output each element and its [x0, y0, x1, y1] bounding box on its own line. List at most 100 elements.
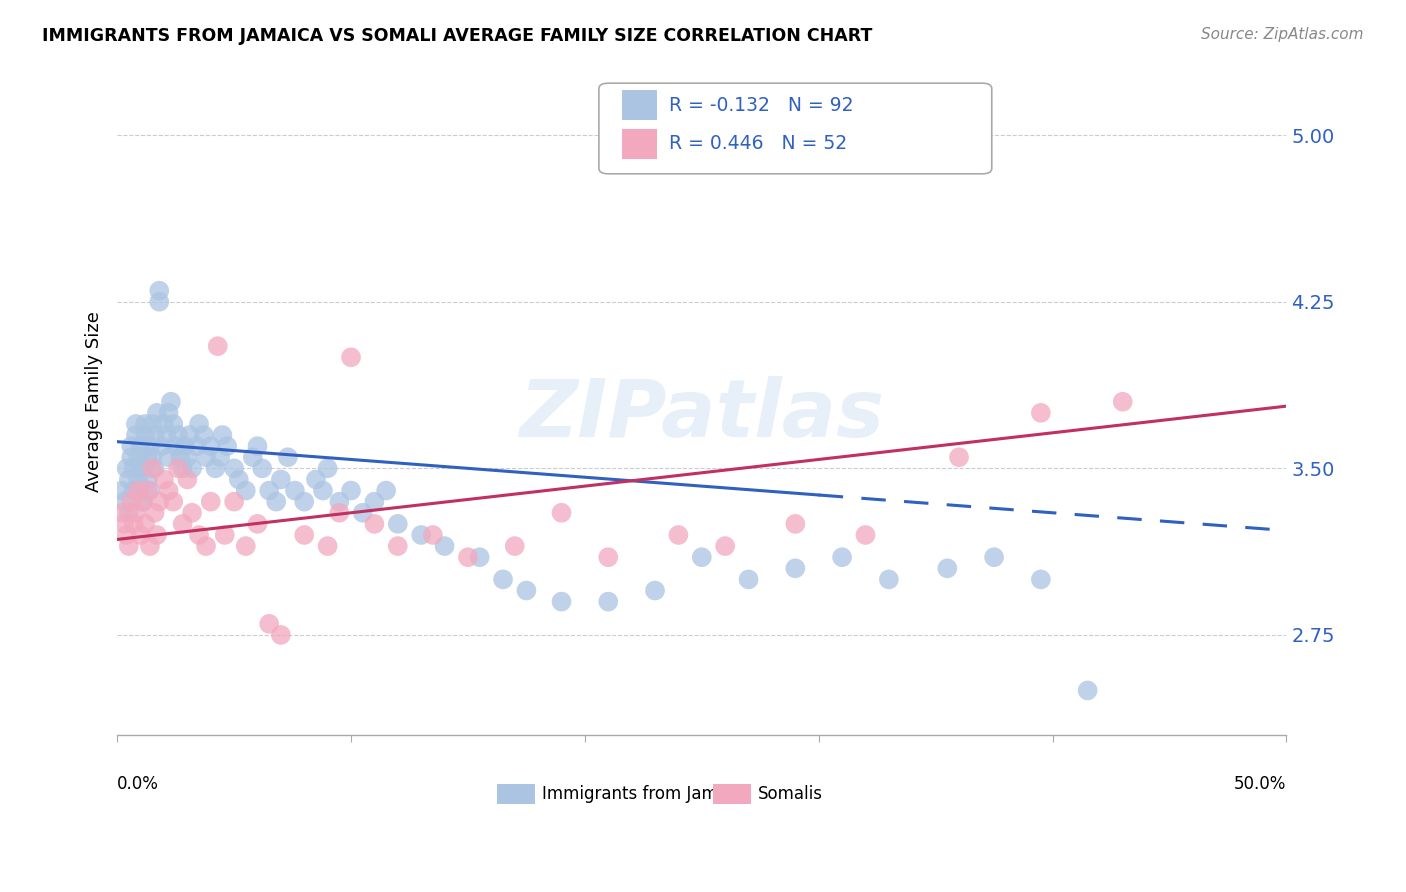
- Point: [127, 483, 149, 498]
- Point: [134, 428, 156, 442]
- Point: [139, 539, 162, 553]
- Point: [316, 539, 339, 553]
- Point: [598, 594, 620, 608]
- Point: [122, 483, 145, 498]
- Point: [120, 450, 142, 465]
- Point: [1077, 683, 1099, 698]
- Point: [468, 550, 491, 565]
- Point: [120, 494, 142, 508]
- Point: [134, 516, 156, 531]
- Point: [118, 506, 141, 520]
- Point: [195, 539, 218, 553]
- Point: [136, 483, 159, 498]
- Point: [1029, 573, 1052, 587]
- Point: [246, 516, 269, 531]
- Point: [264, 494, 287, 508]
- Point: [112, 494, 135, 508]
- Text: 0.0%: 0.0%: [117, 775, 159, 793]
- Point: [172, 516, 194, 531]
- FancyBboxPatch shape: [713, 783, 751, 804]
- Point: [157, 406, 180, 420]
- Point: [211, 428, 233, 442]
- Point: [224, 461, 246, 475]
- Point: [550, 594, 572, 608]
- Point: [179, 428, 201, 442]
- Point: [125, 506, 148, 520]
- Point: [340, 483, 363, 498]
- Point: [176, 473, 198, 487]
- Point: [200, 439, 222, 453]
- Point: [292, 494, 315, 508]
- Point: [270, 473, 292, 487]
- Point: [983, 550, 1005, 565]
- FancyBboxPatch shape: [599, 83, 991, 174]
- Point: [132, 494, 155, 508]
- Point: [176, 450, 198, 465]
- Point: [143, 506, 166, 520]
- Point: [129, 483, 152, 498]
- Point: [328, 506, 350, 520]
- Point: [250, 461, 273, 475]
- Point: [257, 483, 280, 498]
- Point: [181, 461, 204, 475]
- Point: [125, 417, 148, 431]
- Point: [207, 339, 229, 353]
- Point: [139, 483, 162, 498]
- Point: [160, 394, 183, 409]
- Point: [111, 483, 134, 498]
- Point: [143, 461, 166, 475]
- Point: [224, 494, 246, 508]
- Point: [169, 450, 191, 465]
- FancyBboxPatch shape: [623, 128, 658, 159]
- Point: [162, 494, 184, 508]
- Point: [284, 483, 307, 498]
- Point: [422, 528, 444, 542]
- Point: [157, 450, 180, 465]
- Point: [492, 573, 515, 587]
- Point: [235, 483, 257, 498]
- Point: [316, 461, 339, 475]
- Point: [387, 516, 409, 531]
- Point: [831, 550, 853, 565]
- Point: [352, 506, 374, 520]
- Point: [174, 439, 197, 453]
- Point: [162, 417, 184, 431]
- Point: [363, 516, 385, 531]
- Point: [877, 573, 900, 587]
- Text: 50.0%: 50.0%: [1234, 775, 1286, 793]
- Point: [433, 539, 456, 553]
- Point: [186, 439, 208, 453]
- Point: [118, 473, 141, 487]
- Text: Immigrants from Jamaica: Immigrants from Jamaica: [541, 785, 751, 803]
- Point: [246, 439, 269, 453]
- Point: [242, 450, 264, 465]
- Point: [785, 516, 807, 531]
- Point: [148, 294, 170, 309]
- Point: [690, 550, 713, 565]
- Point: [785, 561, 807, 575]
- Point: [214, 528, 236, 542]
- Point: [235, 539, 257, 553]
- Point: [167, 428, 190, 442]
- Point: [115, 461, 138, 475]
- Point: [111, 506, 134, 520]
- Point: [855, 528, 877, 542]
- Point: [153, 417, 176, 431]
- Point: [257, 616, 280, 631]
- Point: [644, 583, 666, 598]
- Point: [515, 583, 537, 598]
- Point: [146, 528, 169, 542]
- Point: [139, 439, 162, 453]
- Point: [127, 473, 149, 487]
- Point: [550, 506, 572, 520]
- Point: [150, 439, 173, 453]
- Point: [188, 417, 211, 431]
- Point: [737, 573, 759, 587]
- Point: [503, 539, 526, 553]
- Point: [312, 483, 335, 498]
- Point: [148, 284, 170, 298]
- Point: [340, 351, 363, 365]
- Point: [112, 516, 135, 531]
- Point: [141, 461, 163, 475]
- Point: [153, 473, 176, 487]
